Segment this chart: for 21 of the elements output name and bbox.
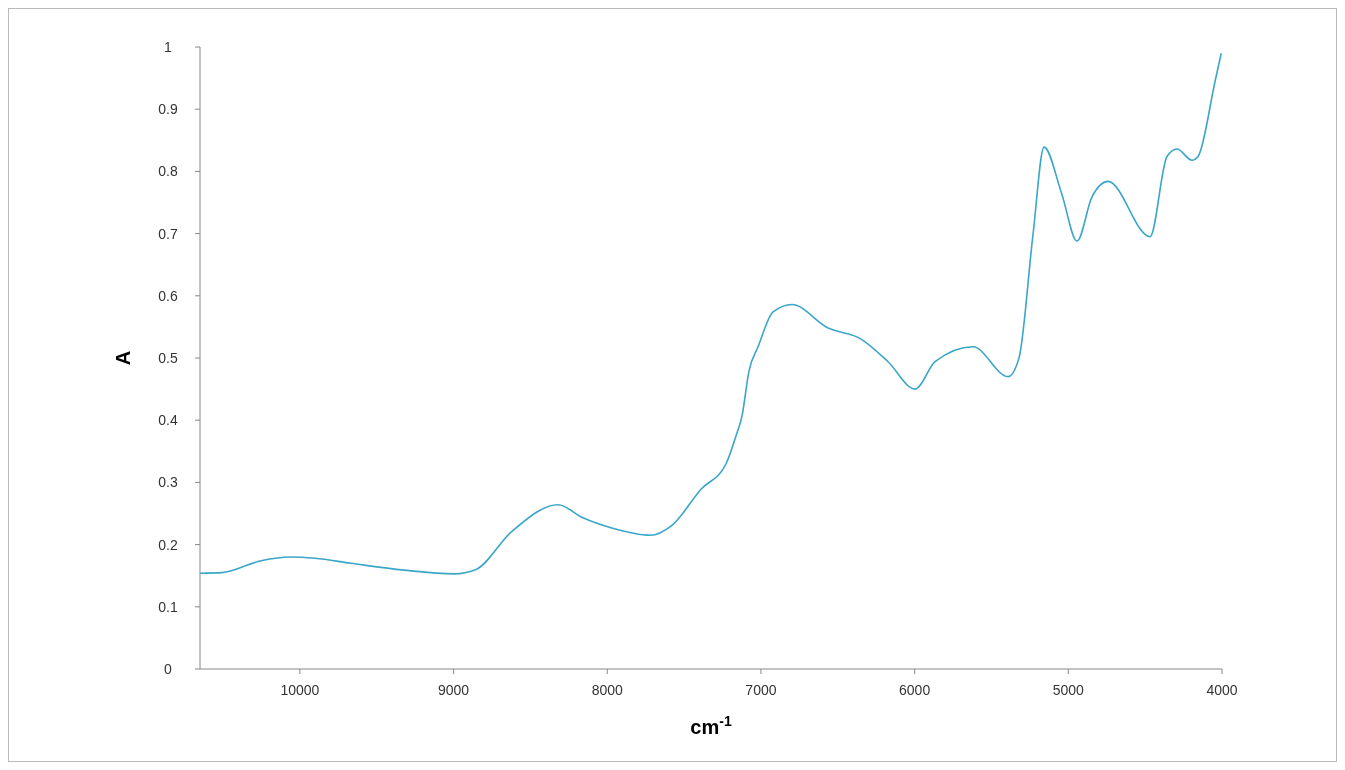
- y-tick-label: 0.1: [158, 598, 178, 615]
- y-tick-label: 0.8: [158, 163, 178, 180]
- x-tick-label: 10000: [280, 682, 320, 698]
- y-tick-label: 0.4: [158, 412, 178, 429]
- x-tick-label: 7000: [745, 682, 777, 698]
- x-axis-title: cm$^{-1}$: [690, 713, 732, 738]
- y-tick-label: 0.2: [158, 536, 178, 553]
- y-tick-label: 0.7: [158, 225, 178, 242]
- y-tick-label: 0.3: [158, 474, 178, 491]
- x-tick-label: 5000: [1052, 682, 1085, 698]
- line-series: [199, 52, 1223, 575]
- y-tick-label: 0: [164, 660, 173, 677]
- y-tick-label: 0.9: [158, 101, 178, 118]
- x-tick-label: 4000: [1206, 682, 1238, 698]
- x-tick-label: 9000: [438, 682, 470, 698]
- y-tick-label: 1: [164, 38, 173, 55]
- y-tick-label: 0.5: [158, 349, 178, 366]
- x-tick-label: 6000: [899, 682, 931, 698]
- y-tick-label: 0.6: [158, 287, 178, 304]
- y-axis-title: A: [112, 350, 134, 366]
- x-tick-label: 8000: [591, 682, 624, 698]
